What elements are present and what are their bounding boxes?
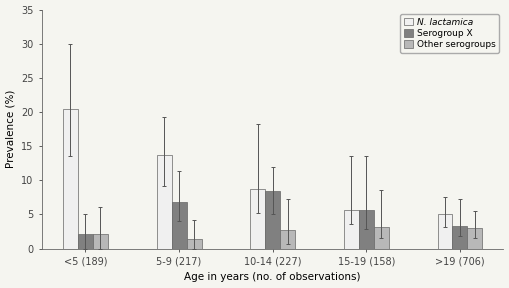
Bar: [344, 210, 359, 249]
Bar: [467, 228, 483, 249]
Bar: [93, 234, 108, 249]
Bar: [172, 202, 186, 249]
Bar: [374, 228, 389, 249]
Legend: N. lactamica, Serogroup X, Other serogroups: N. lactamica, Serogroup X, Other serogro…: [400, 14, 499, 53]
Bar: [438, 214, 453, 249]
Bar: [63, 109, 78, 249]
Bar: [359, 210, 374, 249]
Bar: [157, 155, 172, 249]
Bar: [453, 226, 467, 249]
Bar: [78, 234, 93, 249]
Y-axis label: Prevalence (%): Prevalence (%): [6, 90, 16, 168]
Bar: [186, 239, 202, 249]
Bar: [250, 189, 265, 249]
X-axis label: Age in years (no. of observations): Age in years (no. of observations): [184, 272, 361, 283]
Bar: [280, 230, 295, 249]
Bar: [265, 191, 280, 249]
